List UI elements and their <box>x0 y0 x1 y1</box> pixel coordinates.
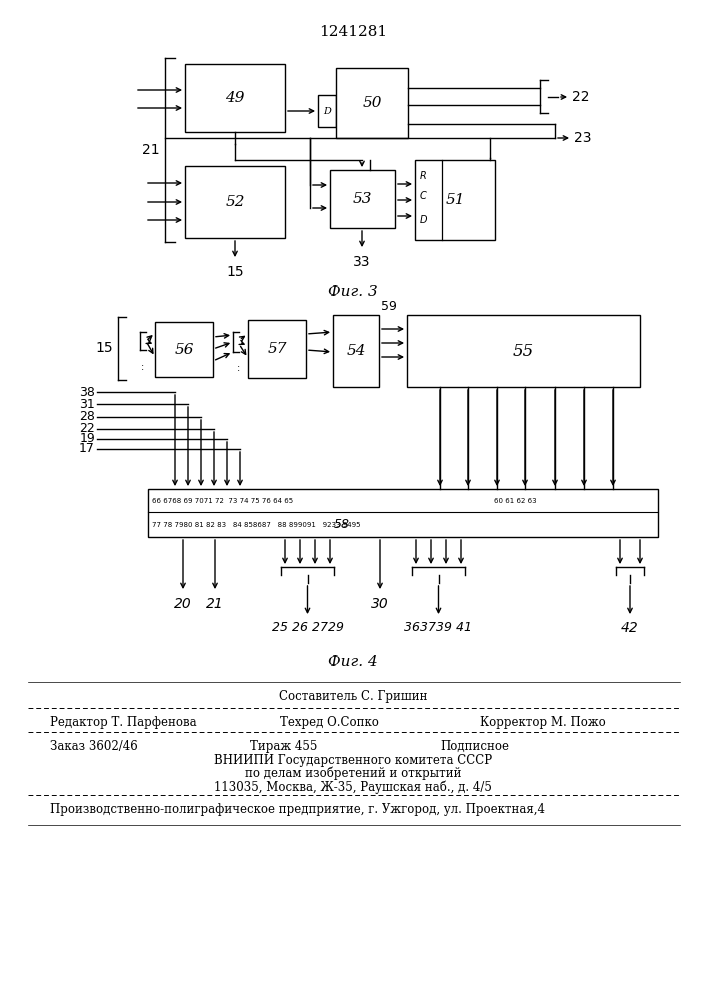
Text: 58: 58 <box>334 518 350 532</box>
Text: Подписное: Подписное <box>440 740 509 753</box>
Text: 56: 56 <box>174 342 194 357</box>
Text: Заказ 3602/46: Заказ 3602/46 <box>50 740 138 753</box>
Bar <box>330 170 395 228</box>
Text: 42: 42 <box>621 621 639 635</box>
Text: 66 6768 69 7071 72  73 74 75 76 64 65: 66 6768 69 7071 72 73 74 75 76 64 65 <box>152 498 293 504</box>
Text: 17: 17 <box>79 442 95 456</box>
Text: 51: 51 <box>445 193 464 207</box>
Bar <box>155 322 213 377</box>
Text: 23: 23 <box>574 131 592 145</box>
Bar <box>185 64 285 132</box>
Text: 60 61 62 63: 60 61 62 63 <box>494 498 537 504</box>
Text: 22: 22 <box>572 90 590 104</box>
Text: 25 26 2729: 25 26 2729 <box>271 621 344 634</box>
Text: 30: 30 <box>371 597 389 611</box>
Text: 53: 53 <box>353 192 373 206</box>
Text: R: R <box>420 171 427 181</box>
Text: D: D <box>323 106 331 115</box>
Text: 21: 21 <box>142 143 160 157</box>
Text: 77 78 7980 81 82 83   84 858687   88 899091   9233 9495: 77 78 7980 81 82 83 84 858687 88 899091 … <box>152 522 361 528</box>
Text: 49: 49 <box>226 91 245 105</box>
Text: Редактор Т. Парфенова: Редактор Т. Парфенова <box>50 716 197 729</box>
Bar <box>248 320 306 378</box>
Text: Составитель С. Гришин: Составитель С. Гришин <box>279 690 427 703</box>
Bar <box>336 68 408 138</box>
Text: Фиг. 3: Фиг. 3 <box>328 285 378 299</box>
Text: ВНИИПИ Государственного комитета СССР: ВНИИПИ Государственного комитета СССР <box>214 754 492 767</box>
Bar <box>407 315 640 387</box>
Text: 363739 41: 363739 41 <box>404 621 472 634</box>
Text: Корректор М. Пожо: Корректор М. Пожо <box>480 716 606 729</box>
Text: C: C <box>420 191 427 201</box>
Text: 21: 21 <box>206 597 224 611</box>
Bar <box>185 166 285 238</box>
Text: 50: 50 <box>362 96 382 110</box>
Text: :: : <box>141 362 145 372</box>
Text: :: : <box>236 363 240 373</box>
Text: 33: 33 <box>354 255 370 269</box>
Text: 20: 20 <box>174 597 192 611</box>
Text: 15: 15 <box>226 265 244 279</box>
Text: 57: 57 <box>267 342 287 356</box>
Text: 28: 28 <box>79 410 95 424</box>
Text: 59: 59 <box>381 300 397 314</box>
Text: 15: 15 <box>95 342 113 356</box>
Text: 1241281: 1241281 <box>319 25 387 39</box>
Text: по делам изобретений и открытий: по делам изобретений и открытий <box>245 767 461 780</box>
Text: 54: 54 <box>346 344 366 358</box>
Text: Техред О.Сопко: Техред О.Сопко <box>280 716 379 729</box>
Text: 38: 38 <box>79 385 95 398</box>
Text: 31: 31 <box>79 397 95 410</box>
Text: 19: 19 <box>79 432 95 446</box>
Bar <box>318 95 336 127</box>
Text: Тираж 455: Тираж 455 <box>250 740 317 753</box>
Text: Фиг. 4: Фиг. 4 <box>328 655 378 669</box>
Text: 52: 52 <box>226 195 245 209</box>
Text: 22: 22 <box>79 422 95 436</box>
Bar <box>333 315 379 387</box>
Text: 113035, Москва, Ж-35, Раушская наб., д. 4/5: 113035, Москва, Ж-35, Раушская наб., д. … <box>214 780 492 794</box>
Bar <box>148 489 658 537</box>
Text: D: D <box>420 215 428 225</box>
Bar <box>415 160 495 240</box>
Text: Производственно-полиграфическое предприятие, г. Ужгород, ул. Проектная,4: Производственно-полиграфическое предприя… <box>50 803 545 816</box>
Text: 55: 55 <box>513 342 534 360</box>
